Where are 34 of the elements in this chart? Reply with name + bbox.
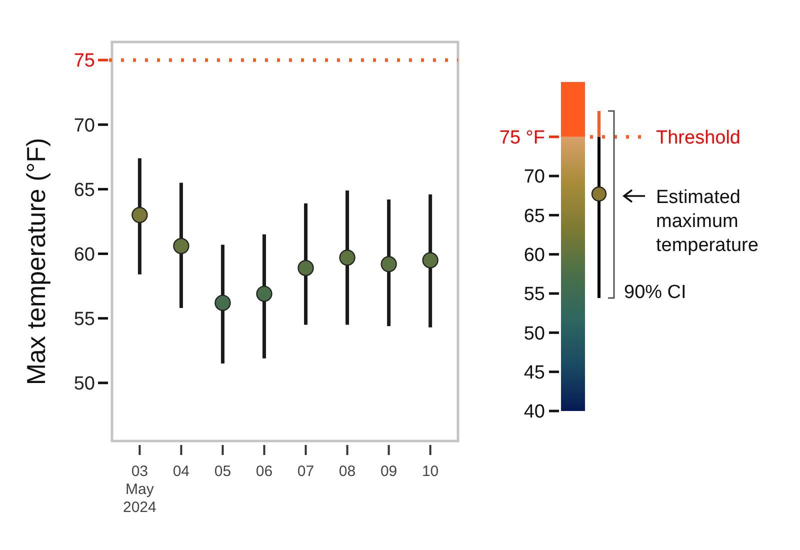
- y-tick-label: 60: [74, 244, 95, 266]
- x-tick-label: 08: [338, 463, 356, 480]
- y-tick-label: 70: [74, 115, 95, 136]
- point: [173, 238, 190, 254]
- x-tick-label: 09: [380, 463, 398, 480]
- color-bar-label: 60: [524, 244, 545, 266]
- color-bar-label: 40: [524, 402, 545, 423]
- color-bar-label: 65: [524, 206, 545, 227]
- y-tick-label: 65: [74, 180, 95, 201]
- x-tick-label: 07: [297, 463, 314, 480]
- point: [214, 294, 231, 311]
- color-bar-label: 50: [524, 323, 545, 344]
- point: [422, 252, 438, 268]
- point: [132, 206, 148, 224]
- color-bar-label: 55: [524, 284, 545, 306]
- color-bar-label: 70: [524, 166, 545, 188]
- y-tick-label: 55: [74, 308, 95, 330]
- text: 90% CI: [624, 282, 686, 303]
- point: [256, 286, 272, 302]
- y-tick-label: 75: [74, 50, 95, 72]
- x-tick-label: 10: [422, 463, 439, 480]
- point: [339, 250, 356, 266]
- x-tick-label: 03 May 2024: [122, 463, 156, 516]
- x-tick-label: 05: [214, 463, 232, 480]
- color-bar-label: 75 °F: [499, 127, 545, 148]
- x-tick-label: 06: [256, 463, 273, 480]
- point: [298, 260, 314, 276]
- color-bar-label: 45: [524, 362, 545, 384]
- point: [380, 256, 397, 272]
- y-axis-title: Max temperature (°F): [21, 138, 51, 386]
- text: Estimated maximum temperature: [656, 187, 758, 256]
- legend-label: Threshold: [656, 127, 740, 148]
- x-tick-label: 04: [172, 463, 190, 480]
- y-tick-label: 50: [74, 374, 95, 395]
